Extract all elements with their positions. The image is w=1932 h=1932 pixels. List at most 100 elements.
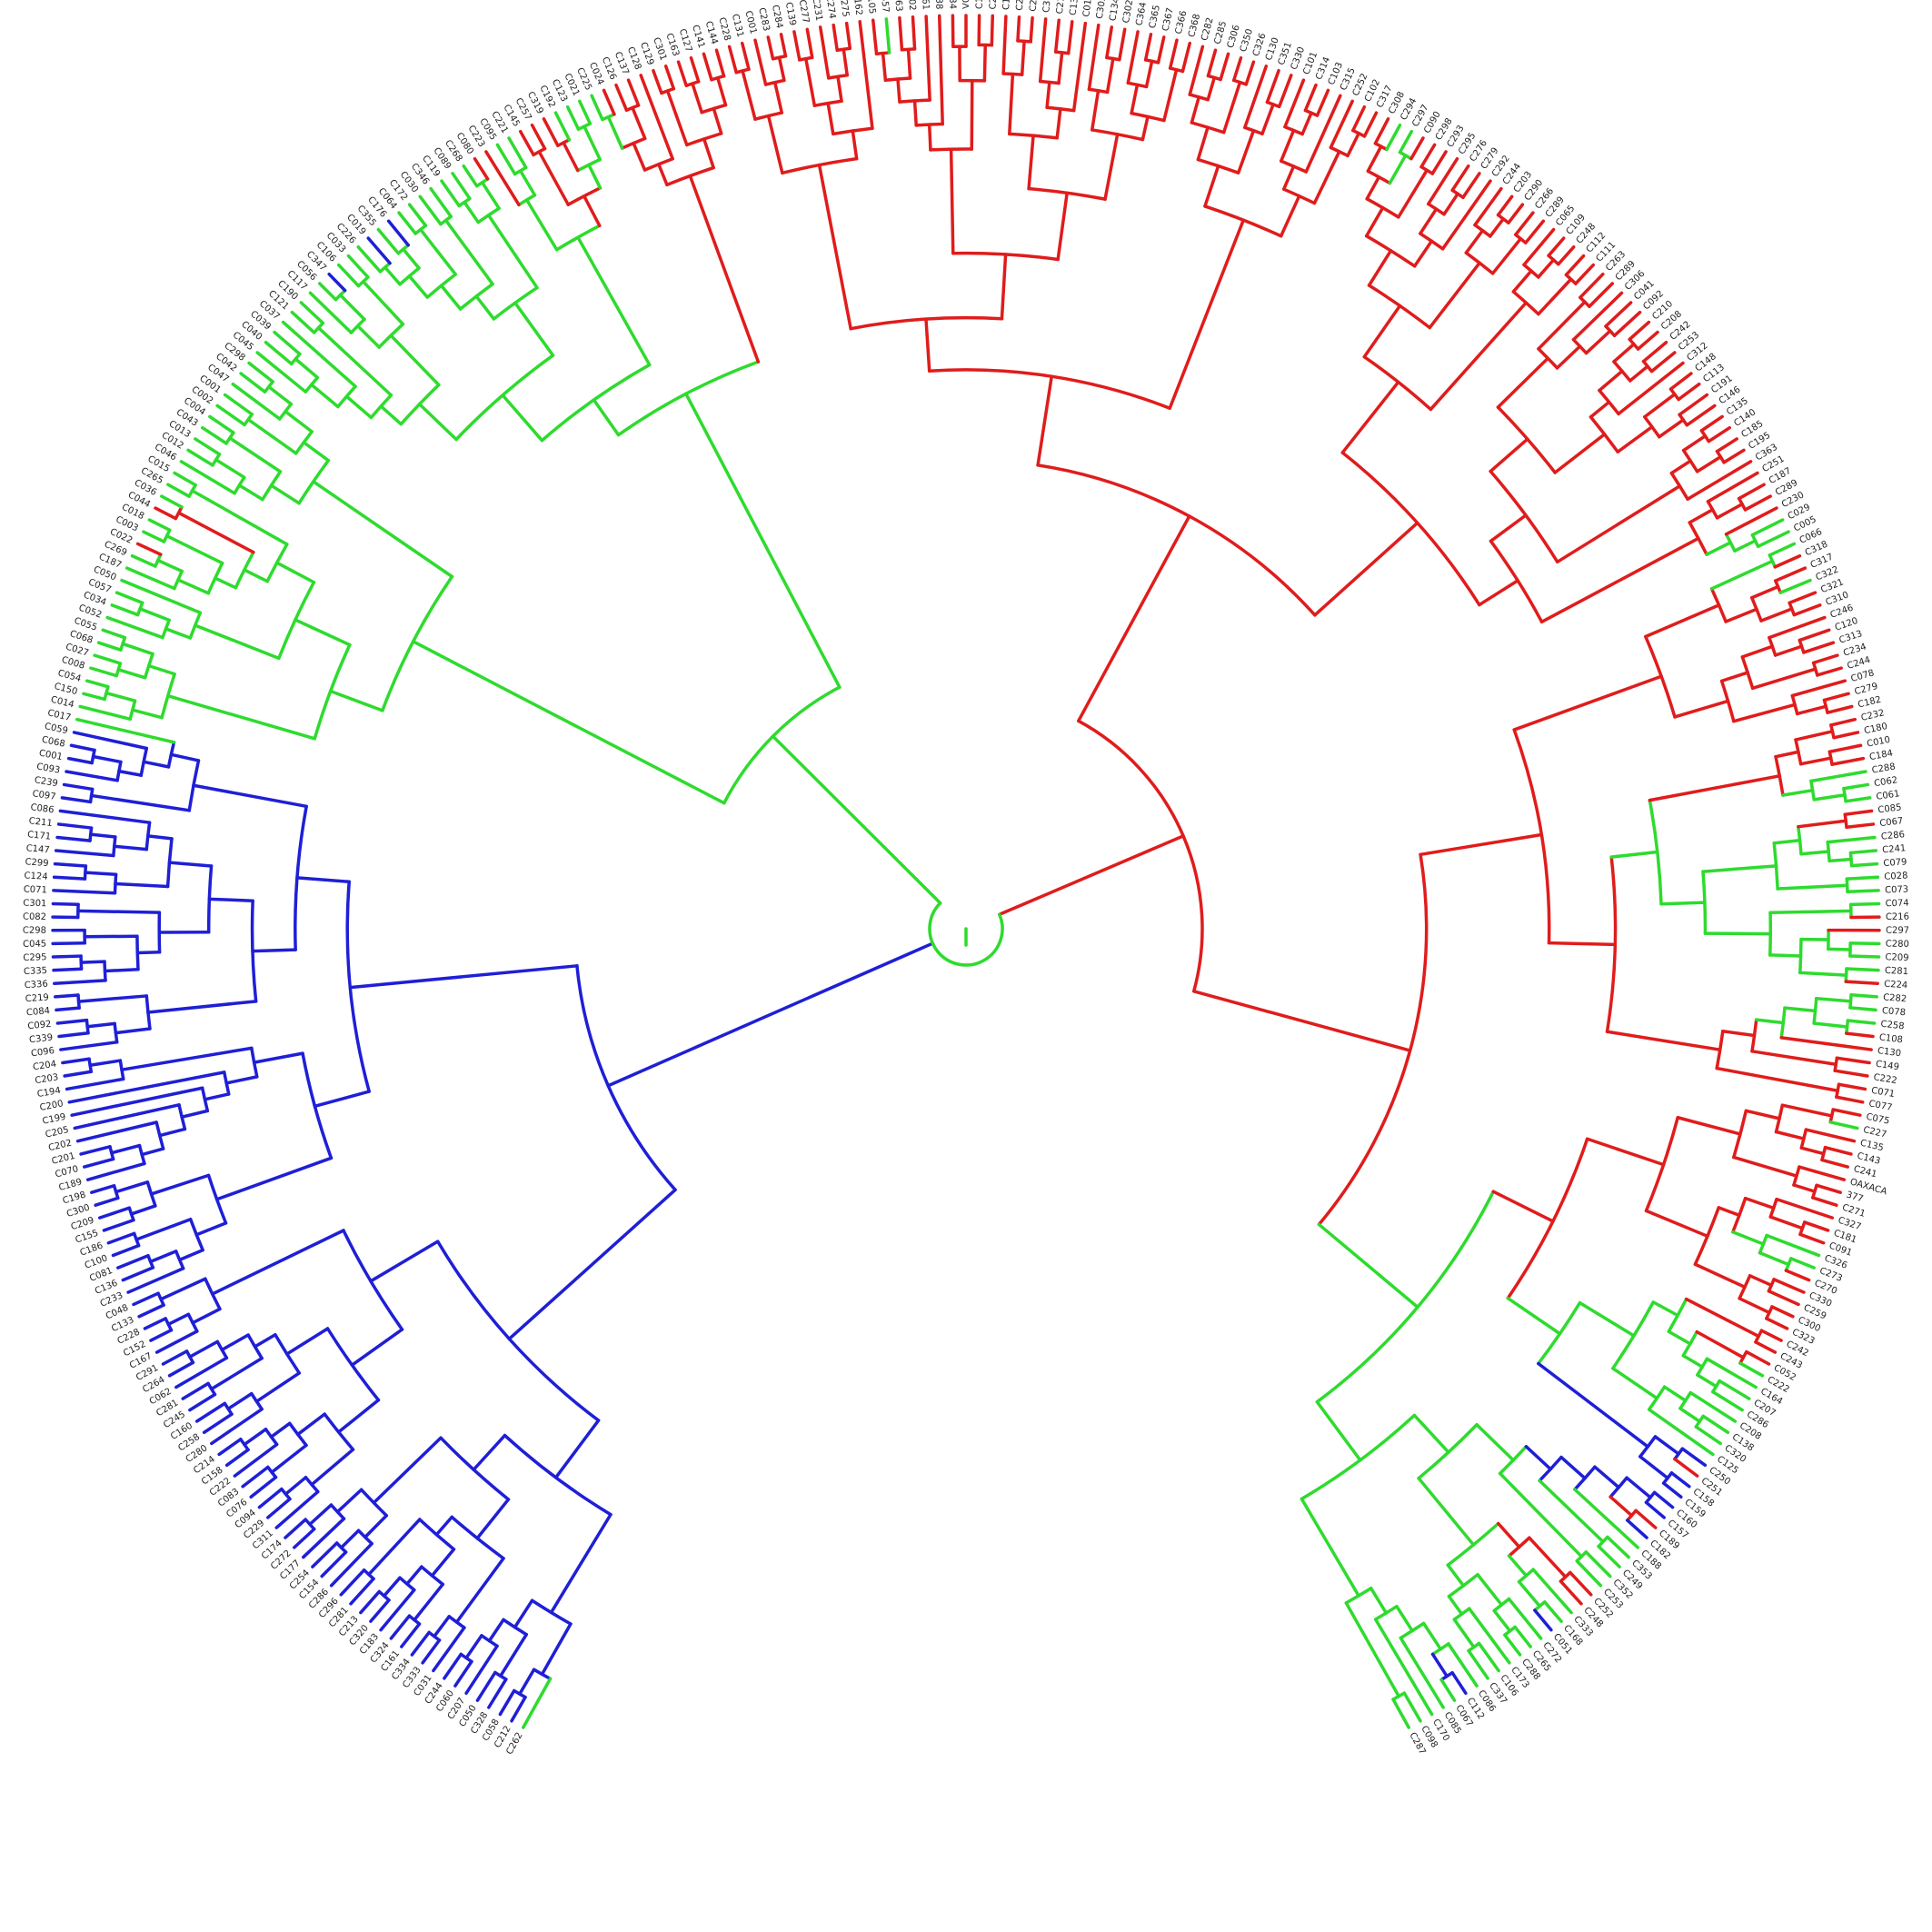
branch-35 xyxy=(433,1615,451,1638)
branch-567 xyxy=(1045,80,1051,109)
branch-714 xyxy=(1571,291,1624,342)
branch-971 xyxy=(1667,1329,1692,1346)
branch-506 xyxy=(766,35,775,61)
branch-640 xyxy=(1313,521,1419,617)
branch-1016 xyxy=(1625,1476,1652,1499)
arc-445 xyxy=(576,157,602,173)
branch-372 xyxy=(255,351,308,393)
tip-label: C258 xyxy=(1880,1020,1905,1032)
tip-label: C134 xyxy=(947,0,957,9)
arc-94 xyxy=(264,1428,279,1447)
branch-674 xyxy=(1428,261,1481,330)
arc-22 xyxy=(480,1634,499,1648)
arc-607 xyxy=(1206,74,1222,82)
branch-330 xyxy=(312,480,454,579)
tip-label: C231 xyxy=(811,0,824,22)
tip-label: C204 xyxy=(32,1060,56,1073)
branch-895 xyxy=(1845,1031,1875,1039)
branch-1076 xyxy=(1439,1678,1457,1702)
arc-214 xyxy=(135,934,140,971)
branch-52 xyxy=(369,1598,391,1623)
tip-label: C211 xyxy=(28,816,53,829)
arc-206 xyxy=(76,993,81,1010)
arc-520 xyxy=(835,46,852,52)
branch-288 xyxy=(93,653,123,665)
branch-30 xyxy=(475,1498,511,1540)
tip-label: C275 xyxy=(837,0,850,17)
tip-label: C135 xyxy=(1859,1138,1885,1153)
branch-771 xyxy=(1750,518,1785,537)
branch-698 xyxy=(1564,254,1586,277)
branch-415 xyxy=(443,218,494,286)
tip-label: C199 xyxy=(42,1112,67,1127)
branch-26 xyxy=(453,1659,473,1688)
arc-622 xyxy=(1281,187,1317,205)
branch-1002 xyxy=(1669,1471,1691,1489)
branch-332 xyxy=(269,483,301,505)
branch-570 xyxy=(1057,51,1064,85)
branch-264 xyxy=(66,756,94,765)
tip-label: C297 xyxy=(1886,926,1909,936)
branch-537 xyxy=(884,17,891,55)
branch-564 xyxy=(1029,15,1034,44)
tip-label: C071 xyxy=(24,884,48,895)
branch-846 xyxy=(1797,819,1847,829)
branch-1041 xyxy=(1507,1554,1529,1578)
branch-190 xyxy=(63,1070,94,1078)
branch-198 xyxy=(114,1027,152,1035)
branch-616 xyxy=(1243,65,1269,130)
branch-838 xyxy=(1842,782,1870,791)
branch-91 xyxy=(249,1475,278,1499)
branch-452 xyxy=(565,105,581,131)
branch-569 xyxy=(1038,17,1048,84)
branch-842 xyxy=(1701,864,1778,873)
branch-302 xyxy=(110,603,140,617)
arc-161 xyxy=(112,1184,120,1200)
tip-label: C180 xyxy=(1863,722,1888,736)
branch-313 xyxy=(124,566,176,591)
branch-217 xyxy=(53,979,107,985)
branch-613 xyxy=(1244,60,1256,86)
branch-417 xyxy=(418,194,443,226)
branch-10 xyxy=(522,1677,553,1729)
branch-336 xyxy=(179,460,236,495)
tip-label: C368 xyxy=(1187,13,1202,38)
branch-4 xyxy=(553,1419,601,1479)
arc-885 xyxy=(1779,1006,1787,1040)
branch-926 xyxy=(1732,1155,1798,1178)
arc-985 xyxy=(1647,1385,1667,1411)
branch-1047 xyxy=(1533,1608,1553,1632)
branch-80 xyxy=(310,1448,355,1487)
tip-label: C074 xyxy=(1885,899,1908,910)
branch-149 xyxy=(116,1254,150,1270)
branch-131 xyxy=(159,1277,207,1301)
branch-599 xyxy=(1203,164,1220,208)
arc-908 xyxy=(1506,1137,1589,1300)
branch-586 xyxy=(1130,83,1140,115)
arc-774 xyxy=(1317,852,1429,1227)
branch-977 xyxy=(1681,1353,1704,1369)
branch-785 xyxy=(1724,607,1758,623)
branch-241 xyxy=(113,844,148,851)
arc-834 xyxy=(1809,779,1816,802)
branch-8 xyxy=(540,1622,573,1677)
branch-14 xyxy=(498,1688,516,1717)
tip-label: C227 xyxy=(1862,1125,1887,1140)
branch-523 xyxy=(858,20,874,130)
branch-712 xyxy=(1555,344,1582,370)
branch-87 xyxy=(296,1412,326,1437)
branch-304 xyxy=(120,578,203,614)
branch-652 xyxy=(1366,144,1383,174)
branch-909 xyxy=(1585,1137,1666,1167)
tip-label: C182 xyxy=(1857,695,1882,711)
branch-152 xyxy=(111,1243,141,1258)
branch-603 xyxy=(1190,95,1201,124)
branch-540 xyxy=(898,15,904,52)
branch-479 xyxy=(676,60,688,87)
branch-682 xyxy=(1507,203,1525,224)
branch-1000 xyxy=(1638,1455,1669,1480)
branch-766 xyxy=(1705,541,1733,556)
branch-970 xyxy=(1754,1340,1778,1354)
arc-747 xyxy=(1681,448,1699,473)
branch-1018 xyxy=(1652,1490,1675,1509)
